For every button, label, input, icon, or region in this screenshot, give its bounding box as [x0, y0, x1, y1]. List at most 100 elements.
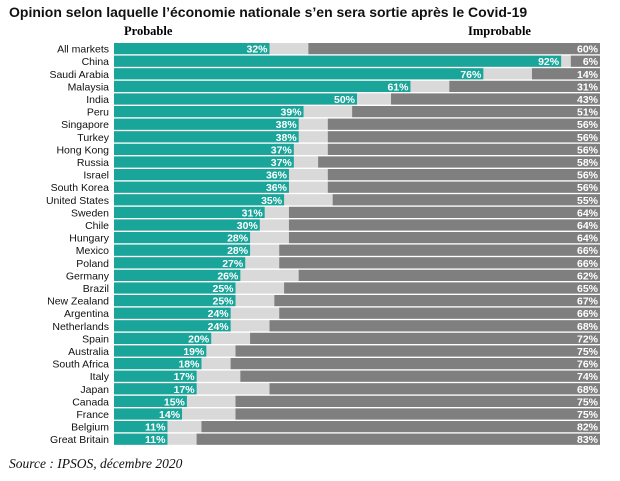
bar-improbable-chile: [288, 219, 600, 231]
category-label: Netherlands: [52, 321, 109, 333]
probable-value-label: 30%: [237, 220, 259, 232]
category-label: Hong Kong: [56, 144, 109, 156]
probable-value-label: 36%: [266, 182, 288, 194]
bar-probable-united-states: [114, 194, 285, 206]
bar-improbable-south-africa: [230, 358, 600, 370]
probable-value-label: 14%: [159, 409, 181, 421]
probable-value-label: 11%: [145, 434, 166, 446]
probable-value-label: 37%: [271, 157, 293, 169]
bar-improbable-israel: [327, 169, 600, 181]
category-label: Chile: [85, 220, 109, 232]
bar-improbable-south-korea: [327, 181, 600, 193]
category-label: All markets: [57, 44, 109, 56]
improbable-value-label: 75%: [577, 346, 599, 358]
bar-improbable-all-markets: [308, 43, 600, 55]
bar-probable-mexico: [114, 244, 251, 256]
probable-value-label: 36%: [266, 170, 288, 182]
bar-improbable-japan: [269, 383, 600, 395]
category-label: Argentina: [64, 308, 109, 320]
bar-probable-peru: [114, 106, 304, 118]
legend-improbable: Improbable: [468, 24, 531, 38]
bar-probable-belgium: [114, 421, 168, 433]
category-label: Poland: [76, 258, 109, 270]
category-label: Singapore: [61, 119, 109, 131]
improbable-value-label: 74%: [577, 371, 599, 383]
category-label: Israel: [83, 170, 109, 182]
bar-probable-canada: [114, 395, 187, 407]
probable-value-label: 27%: [222, 258, 244, 270]
bar-probable-hungary: [114, 232, 251, 244]
category-label: France: [76, 409, 109, 421]
bar-improbable-spain: [250, 332, 600, 344]
probable-value-label: 50%: [334, 94, 356, 106]
probable-value-label: 25%: [212, 283, 234, 295]
probable-value-label: 24%: [208, 321, 230, 333]
probable-value-label: 35%: [261, 195, 283, 207]
category-label: United States: [46, 195, 109, 207]
improbable-value-label: 66%: [577, 245, 599, 257]
bar-improbable-peru: [352, 106, 600, 118]
improbable-value-label: 62%: [577, 270, 599, 282]
category-label: South Korea: [51, 182, 110, 194]
bar-improbable-united-states: [332, 194, 600, 206]
bar-probable-sweden: [114, 206, 265, 218]
bar-improbable-canada: [235, 395, 600, 407]
bar-probable-japan: [114, 383, 197, 395]
bar-improbable-mexico: [279, 244, 600, 256]
bar-probable-india: [114, 93, 357, 105]
category-label: Germany: [66, 270, 110, 282]
probable-value-label: 28%: [227, 245, 249, 257]
improbable-value-label: 68%: [577, 384, 599, 396]
improbable-value-label: 72%: [577, 333, 599, 345]
probable-value-label: 24%: [208, 308, 230, 320]
improbable-value-label: 66%: [577, 308, 599, 320]
improbable-value-label: 75%: [577, 409, 599, 421]
bar-improbable-great-britain: [196, 433, 600, 445]
category-label: Brazil: [83, 283, 109, 295]
improbable-value-label: 56%: [577, 170, 599, 182]
probable-value-label: 28%: [227, 233, 249, 245]
bar-improbable-new-zealand: [274, 295, 600, 307]
probable-value-label: 38%: [276, 132, 298, 144]
probable-value-label: 26%: [217, 270, 239, 282]
improbable-value-label: 55%: [577, 195, 599, 207]
bar-probable-spain: [114, 332, 212, 344]
bar-probable-singapore: [114, 118, 299, 130]
bar-probable-great-britain: [114, 433, 168, 445]
bar-probable-germany: [114, 269, 241, 281]
chart-title: Opinion selon laquelle l’économie nation…: [9, 4, 528, 20]
improbable-value-label: 58%: [577, 157, 599, 169]
category-label: South Africa: [52, 359, 109, 371]
bar-probable-new-zealand: [114, 295, 236, 307]
probable-value-label: 37%: [271, 144, 293, 156]
improbable-value-label: 76%: [577, 359, 599, 371]
improbable-value-label: 83%: [577, 434, 599, 446]
bar-improbable-netherlands: [269, 320, 600, 332]
improbable-value-label: 65%: [577, 283, 599, 295]
bar-probable-south-africa: [114, 358, 202, 370]
bar-improbable-russia: [318, 156, 600, 168]
improbable-value-label: 56%: [577, 144, 599, 156]
category-label: Mexico: [76, 245, 109, 257]
category-label: Malaysia: [68, 81, 110, 93]
category-label: Spain: [82, 333, 109, 345]
improbable-value-label: 51%: [577, 107, 599, 119]
bar-improbable-belgium: [201, 421, 601, 433]
bar-probable-chile: [114, 219, 260, 231]
bar-probable-argentina: [114, 307, 231, 319]
probable-value-label: 92%: [538, 56, 560, 68]
bar-improbable-sweden: [288, 206, 600, 218]
improbable-value-label: 68%: [577, 321, 599, 333]
probable-value-label: 15%: [164, 396, 186, 408]
bar-improbable-india: [391, 93, 600, 105]
bar-probable-australia: [114, 345, 207, 357]
bar-probable-china: [114, 55, 562, 67]
bar-improbable-germany: [298, 269, 600, 281]
category-label: Japan: [80, 384, 109, 396]
bar-improbable-saudi-arabia: [531, 68, 600, 80]
improbable-value-label: 14%: [577, 69, 599, 81]
bar-improbable-turkey: [327, 131, 600, 143]
category-label: Sweden: [71, 207, 109, 219]
probable-value-label: 18%: [178, 359, 200, 371]
